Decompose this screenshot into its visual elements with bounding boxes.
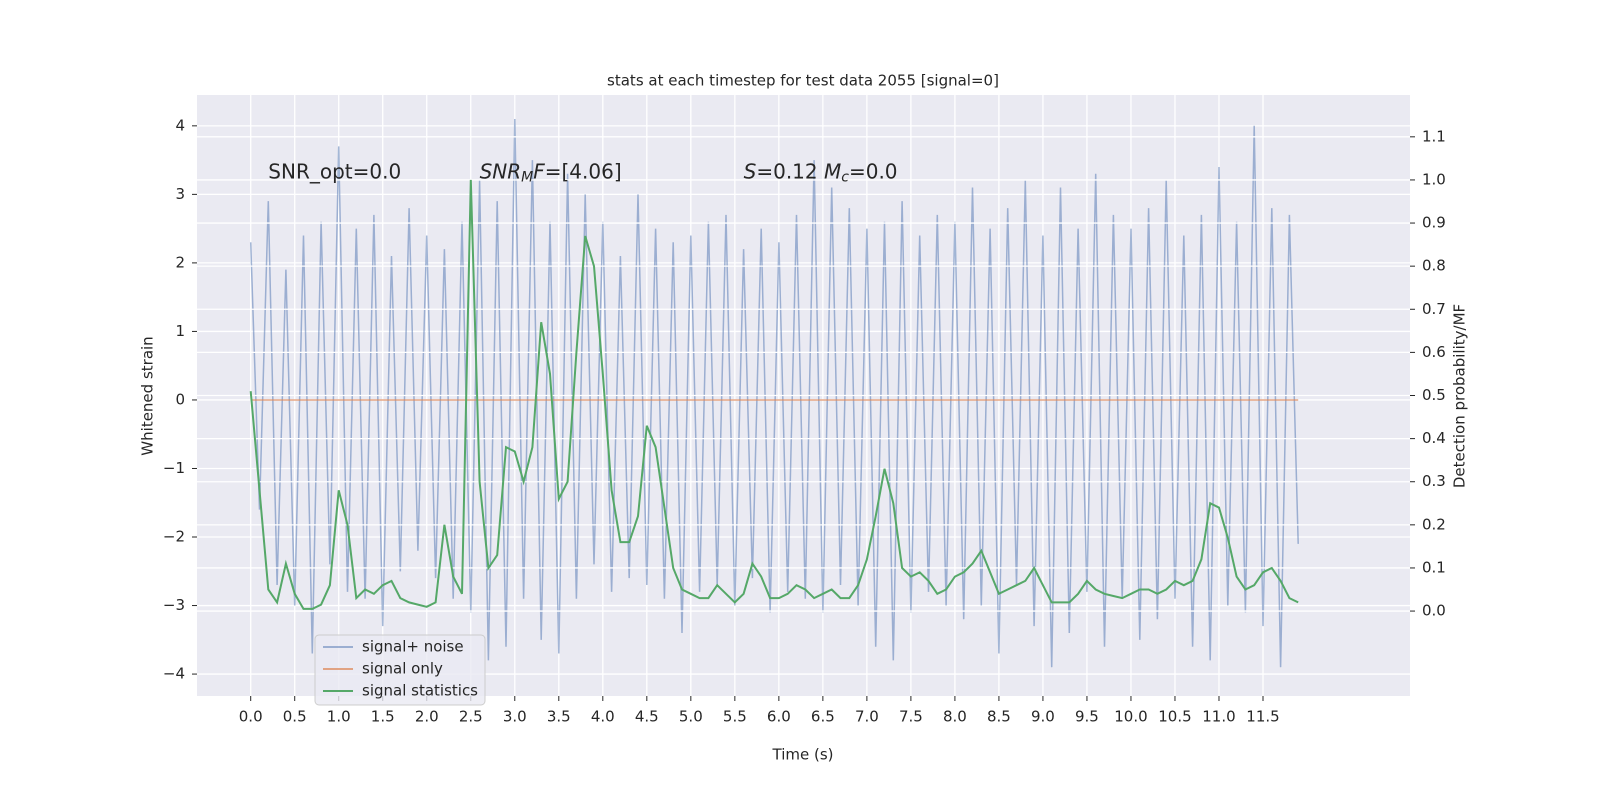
x-tick-label: 5.0 <box>679 708 703 726</box>
annotation-part: S <box>744 159 757 183</box>
legend-label: signal only <box>362 660 443 678</box>
legend-box <box>314 634 486 706</box>
y2-axis-label: Detection probability/MF <box>1451 304 1469 488</box>
y2-grid <box>197 136 1410 612</box>
y2-tick-label: 0.9 <box>1422 214 1446 232</box>
y-tick-label: 1 <box>175 322 185 340</box>
y2-tick-label: 0.4 <box>1422 429 1446 447</box>
x-tick-label: 6.5 <box>811 708 835 726</box>
y2-tick-label: 0.2 <box>1422 515 1446 533</box>
y2-tick-label: 0.0 <box>1422 602 1446 620</box>
y2-tick-label: 0.7 <box>1422 300 1446 318</box>
annotation-part: SNR <box>480 159 522 183</box>
x-tick-label: 10.0 <box>1114 708 1147 726</box>
x-tick-label: 4.5 <box>635 708 659 726</box>
x-tick-label: 1.0 <box>327 708 351 726</box>
y-tick-label: −2 <box>163 528 185 546</box>
x-tick-label: 2.0 <box>415 708 439 726</box>
annotation-part: =[4.06] <box>545 159 622 183</box>
y2-tick-label: 0.5 <box>1422 386 1446 404</box>
x-tick-label: 0.5 <box>283 708 307 726</box>
y2-tick-label: 0.3 <box>1422 472 1446 490</box>
annotation-part: =0.0 <box>849 159 898 183</box>
y-tick-label: 3 <box>175 185 185 203</box>
annotation-part: c <box>841 169 849 185</box>
y2-tick-label: 1.1 <box>1422 127 1446 145</box>
legend-label: signal+ noise <box>362 638 464 656</box>
x-tick-label: 11.0 <box>1202 708 1235 726</box>
x-tick-label: 8.5 <box>987 708 1011 726</box>
y-tick-label: −3 <box>163 596 185 614</box>
series-line <box>249 179 1299 610</box>
annotation-part: F <box>533 159 545 183</box>
y2-tick-label: 0.1 <box>1422 558 1446 576</box>
annotation: SNR_opt=0.0 <box>268 159 401 183</box>
chart-title: stats at each timestep for test data 205… <box>607 72 999 90</box>
x-tick-label: 3.5 <box>547 708 571 726</box>
y-tick-label: 2 <box>175 253 185 271</box>
y-tick-label: 0 <box>175 390 185 408</box>
x-tick-label: 0.0 <box>239 708 263 726</box>
annotation-part: SNR_opt=0.0 <box>268 159 401 183</box>
y-axis-label: Whitened strain <box>139 336 157 455</box>
annotation: SNRMF=[4.06] <box>480 159 622 186</box>
x-tick-label: 5.5 <box>723 708 747 726</box>
series-line <box>249 118 1299 668</box>
annotation: S=0.12 Mc=0.0 <box>744 159 898 186</box>
x-tick-label: 4.0 <box>591 708 615 726</box>
x-tick-label: 10.5 <box>1158 708 1191 726</box>
legend: signal+ noise signal only signal statistic… <box>314 634 486 706</box>
y2-tick-label: 0.6 <box>1422 343 1446 361</box>
y-tick-label: −4 <box>163 665 185 683</box>
axes: 0.0 0.5 1.0 1.5 2.0 2.5 3.0 3.5 4.0 4.5 5.0 5.5 6.0 6… <box>163 116 1446 725</box>
x-tick-label: 9.0 <box>1031 708 1055 726</box>
x-tick-label: 7.5 <box>899 708 923 726</box>
x-tick-label: 11.5 <box>1246 708 1279 726</box>
x-tick-label: 8.0 <box>943 708 967 726</box>
x-tick-label: 7.0 <box>855 708 879 726</box>
x-tick-label: 9.5 <box>1075 708 1099 726</box>
annotation-part: M <box>824 159 841 183</box>
annotation-part: M <box>521 169 533 185</box>
y-tick-label: −1 <box>163 459 185 477</box>
x-tick-label: 3.0 <box>503 708 527 726</box>
legend-label: signal statistics <box>362 682 478 700</box>
x-tick-label: 6.0 <box>767 708 791 726</box>
y2-tick-label: 0.8 <box>1422 257 1446 275</box>
x-tick-label: 2.5 <box>459 708 483 726</box>
annotation-part: =0.12 <box>756 159 824 183</box>
marks <box>249 118 1299 668</box>
y2-tick-label: 1.0 <box>1422 170 1446 188</box>
y-tick-label: 4 <box>175 116 185 134</box>
x-axis-label: Time (s) <box>772 746 834 764</box>
x-tick-label: 1.5 <box>371 708 395 726</box>
